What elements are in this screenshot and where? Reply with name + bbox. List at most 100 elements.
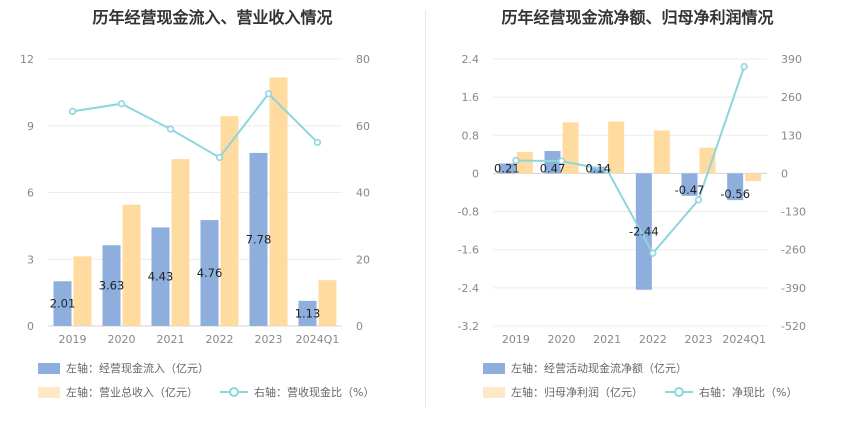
y-axis-right-tick: 0: [356, 320, 363, 333]
y-axis-left-tick: -2.4: [458, 282, 479, 295]
legend-prefix: 右轴：: [699, 386, 732, 399]
y-axis-right-tick: -520: [781, 320, 806, 333]
bar-series-1: [635, 173, 652, 290]
panel-divider: [425, 10, 426, 407]
data-label: 1.13: [295, 306, 321, 320]
bar-series-1: [727, 173, 744, 201]
bar-series-2: [745, 173, 762, 182]
chart-title: 历年经营现金流入、营业收入情况: [92, 8, 333, 27]
bar-series-1: [544, 151, 561, 174]
line-point: [117, 100, 126, 108]
y-axis-right-tick: -130: [781, 206, 806, 219]
y-axis-left-tick: 6: [27, 187, 34, 200]
data-label: 4.76: [197, 266, 223, 280]
y-axis-right-tick: 80: [356, 53, 370, 66]
y-axis-right-tick: -260: [781, 244, 806, 257]
y-axis-left-tick: 0.8: [462, 129, 480, 142]
bar-series-1: [249, 152, 268, 326]
x-axis-tick: 2021: [157, 333, 185, 346]
legend-item-bar-2[interactable]: 左轴： 归母净利润（亿元）: [483, 384, 643, 400]
x-axis-tick: 2023: [255, 333, 283, 346]
bar-series-2: [122, 204, 141, 326]
legend-swatch-blue: [483, 362, 505, 374]
bar-series-1: [151, 227, 170, 326]
data-label: 2.01: [50, 297, 76, 311]
y-axis-left-tick: -1.6: [458, 244, 479, 257]
line-point: [694, 196, 703, 204]
legend-prefix: 左轴：: [511, 386, 544, 399]
bar-series-2: [73, 256, 92, 326]
y-axis-left-tick: -0.8: [458, 206, 479, 219]
line-point: [313, 138, 322, 147]
legend-label: 营收现金比（%）: [287, 386, 375, 399]
legend-label: 经营现金流入（亿元）: [99, 362, 209, 375]
bar-series-1: [590, 166, 607, 174]
bar-series-1: [681, 173, 698, 196]
legend-swatch-blue: [38, 362, 60, 374]
y-axis-left-tick: -3.2: [458, 320, 479, 333]
bar-series-2: [653, 130, 670, 174]
line-point: [512, 156, 520, 165]
x-axis-tick: 2020: [548, 333, 576, 346]
line-series: [515, 66, 746, 255]
chart-canvas: 0 3 6 9 12 0 20 40 60 80 2019 2020 2021 2022 2023 2024Q…: [20, 53, 370, 346]
legend-line-marker-icon: [665, 386, 693, 398]
legend-label: 净现比（%）: [732, 386, 798, 399]
bar-series-2: [562, 122, 579, 174]
line-point: [740, 63, 748, 71]
y-axis-left-tick: 1.6: [462, 91, 480, 104]
legend-swatch-orange: [38, 386, 60, 398]
legend-prefix: 左轴：: [511, 362, 544, 375]
y-axis-right-tick: 390: [781, 53, 802, 66]
data-label: -0.56: [720, 187, 750, 201]
legend-item-line[interactable]: 右轴： 营收现金比（%）: [220, 384, 374, 400]
bar-series-2: [220, 116, 239, 327]
bar-series-2: [269, 77, 288, 326]
y-axis-right-tick: 20: [356, 253, 370, 266]
legend-item-bar-1[interactable]: 左轴： 经营现金流入（亿元）: [38, 360, 209, 376]
y-axis-left-tick: 9: [27, 120, 34, 133]
line-point: [166, 125, 175, 133]
y-axis-right-tick: 40: [356, 187, 370, 200]
y-axis-right-tick: 130: [781, 129, 802, 142]
bar-series-1: [102, 245, 121, 326]
legend-item-line[interactable]: 右轴： 净现比（%）: [665, 384, 797, 400]
x-axis-tick: 2023: [685, 333, 713, 346]
line-point: [649, 249, 657, 257]
y-axis-right-tick: -390: [781, 282, 806, 295]
data-label: -0.47: [675, 183, 705, 197]
bar-series-1: [53, 281, 72, 326]
y-axis-left-tick: 12: [20, 53, 34, 66]
bar-series-2: [516, 151, 533, 174]
line-point: [603, 166, 611, 174]
legend-line-marker-icon: [220, 386, 248, 398]
x-axis-tick: 2024Q1: [722, 333, 766, 346]
x-axis-tick: 2022: [206, 333, 234, 346]
data-label: 7.78: [246, 232, 272, 246]
bar-series-1: [498, 163, 515, 174]
data-label: -2.44: [629, 225, 659, 239]
y-axis-left-tick: 0: [472, 167, 479, 180]
y-axis-right-tick: 0: [781, 167, 788, 180]
legend-swatch-orange: [483, 386, 505, 398]
chart-canvas: -3.2 -2.4 -1.6 -0.8 0 0.8 1.6 2.4 -520 -390 -260 -1…: [458, 53, 806, 346]
chart-panel-netcash-profit: 历年经营现金流净额、归母净利润情况 -3.2 -2.4 -1.6 -0.8 0 0.8 1.…: [425, 0, 850, 437]
line-point: [264, 90, 273, 98]
legend-item-bar-2[interactable]: 左轴： 营业总收入（亿元）: [38, 384, 198, 400]
x-axis-tick: 2019: [502, 333, 530, 346]
y-axis-left-tick: 2.4: [462, 53, 480, 66]
line-point: [68, 107, 77, 115]
x-axis-tick: 2021: [593, 333, 621, 346]
line-series: [72, 92, 319, 159]
data-label: 0.47: [540, 161, 566, 175]
y-axis-left-tick: 3: [27, 253, 34, 266]
y-axis-left-tick: 0: [27, 320, 34, 333]
data-label: 3.63: [99, 279, 125, 293]
legend-item-bar-1[interactable]: 左轴： 经营活动现金流净额（亿元）: [483, 360, 687, 376]
data-label: 0.21: [494, 161, 520, 175]
line-point: [557, 157, 566, 165]
x-axis-tick: 2024Q1: [296, 333, 340, 346]
legend-label: 营业总收入（亿元）: [99, 386, 198, 399]
bar-series-2: [171, 159, 190, 326]
legend-prefix: 右轴：: [254, 386, 287, 399]
